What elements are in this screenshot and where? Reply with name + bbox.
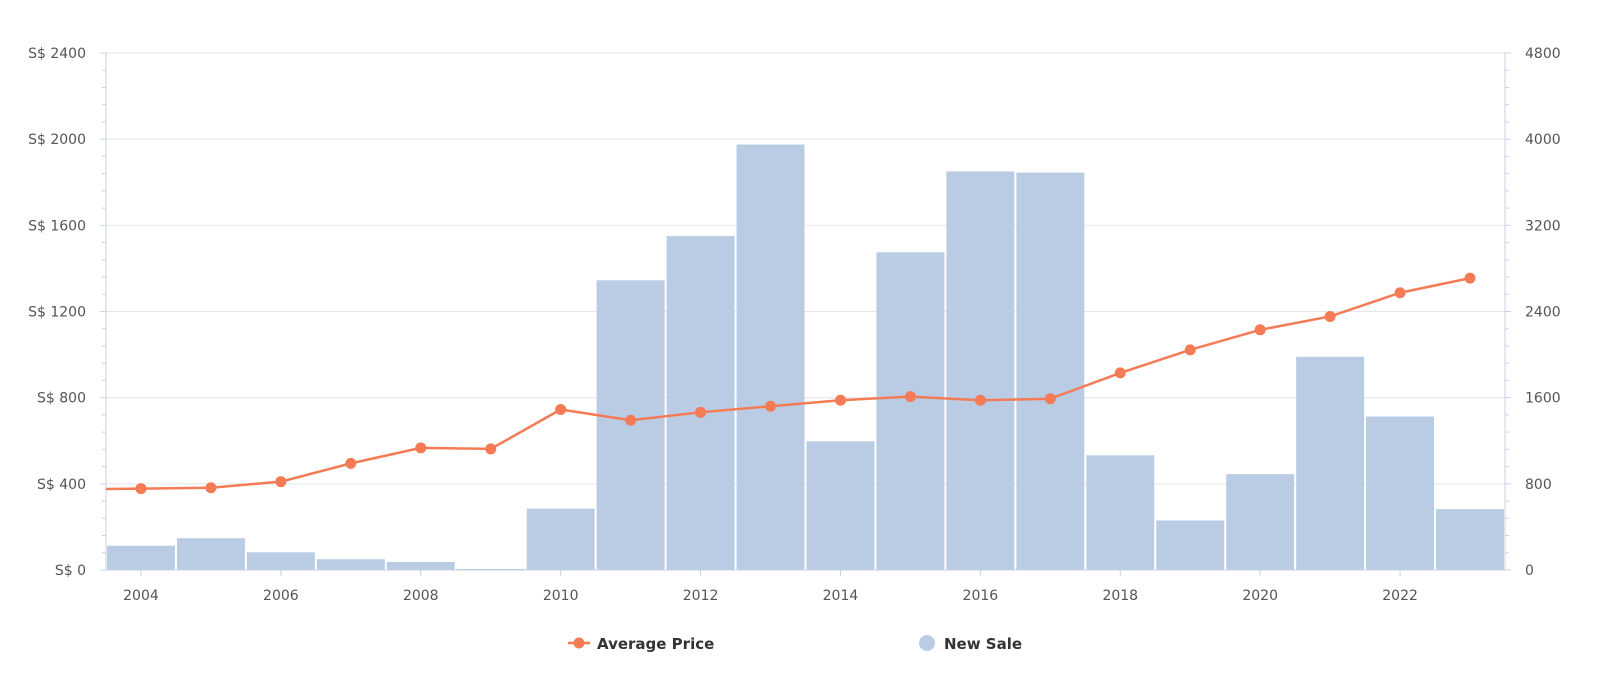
y-left-tick-label: S$ 2000 [28, 132, 86, 148]
bar-new-sale [176, 538, 245, 570]
y-left-tick-label: S$ 1200 [28, 305, 86, 321]
x-tick-label: 2012 [683, 588, 719, 604]
bar-new-sale [1366, 416, 1435, 570]
x-tick-label: 2022 [1382, 588, 1418, 604]
bar-new-sale [1086, 455, 1155, 570]
bar-new-sale [1016, 172, 1085, 570]
point-average-price [1324, 310, 1336, 322]
point-average-price [834, 394, 846, 406]
bar-new-sale [736, 144, 805, 571]
bar-new-sale [526, 508, 595, 570]
point-average-price [1184, 344, 1196, 356]
point-average-price [1254, 324, 1266, 336]
y-left-tick-label: S$ 2400 [28, 46, 86, 62]
point-average-price [555, 404, 567, 416]
bar-new-sale [246, 552, 315, 570]
x-tick-label: 2006 [263, 588, 299, 604]
legend-bar-marker [919, 635, 935, 651]
x-tick-label: 2018 [1102, 588, 1138, 604]
y-left-tick-label: S$ 0 [55, 563, 86, 579]
grid-layer [106, 52, 1505, 485]
x-tick-label: 2020 [1242, 588, 1278, 604]
legend-layer: Average Price New Sale [568, 635, 1022, 653]
bar-new-sale [316, 559, 385, 570]
point-average-price [205, 482, 217, 494]
y-right-tick-label: 800 [1525, 477, 1552, 493]
x-tick-label: 2004 [123, 588, 159, 604]
x-tick-label: 2014 [823, 588, 859, 604]
bar-new-sale [1296, 356, 1365, 570]
axis-layer [100, 52, 1511, 576]
legend-label-average-price: Average Price [597, 635, 714, 653]
point-average-price [974, 394, 986, 406]
label-layer: S$ 0 0 S$ 400 800 S$ 800 1600 S$ 1200 2400 S$ 16… [28, 46, 1561, 604]
y-right-tick-label: 2400 [1525, 305, 1561, 321]
point-average-price [1394, 287, 1406, 299]
bar-new-sale [666, 236, 735, 570]
bar-new-sale [806, 441, 875, 570]
point-average-price [135, 483, 147, 495]
bar-new-sale [1226, 474, 1295, 570]
point-average-price [625, 414, 637, 426]
y-right-tick-label: 4000 [1525, 132, 1561, 148]
y-right-tick-label: 4800 [1525, 46, 1561, 62]
legend-line-marker [573, 637, 585, 649]
y-right-tick-label: 3200 [1525, 218, 1561, 234]
bar-new-sale [107, 545, 175, 570]
bar-new-sale [1436, 509, 1504, 570]
bar-layer [107, 144, 1504, 571]
point-average-price [1114, 367, 1126, 379]
point-average-price [415, 442, 427, 454]
x-tick-label: 2010 [543, 588, 579, 604]
bar-new-sale [456, 568, 525, 570]
bar-new-sale [386, 561, 455, 570]
x-tick-label: 2008 [403, 588, 439, 604]
point-average-price [485, 443, 497, 455]
y-left-tick-label: S$ 400 [37, 477, 86, 493]
y-right-tick-label: 0 [1525, 563, 1534, 579]
bar-new-sale [946, 171, 1015, 570]
legend-label-new-sale: New Sale [944, 635, 1022, 653]
bar-new-sale [1156, 520, 1225, 570]
y-right-tick-label: 1600 [1525, 391, 1561, 407]
point-average-price [904, 391, 916, 403]
bar-new-sale [876, 252, 945, 570]
point-average-price [1464, 272, 1476, 284]
point-average-price [345, 457, 357, 469]
point-average-price [275, 476, 287, 488]
point-average-price [1044, 393, 1056, 405]
line-layer [105, 272, 1476, 495]
y-left-tick-label: S$ 800 [37, 391, 86, 407]
point-average-price [765, 400, 777, 412]
y-left-tick-label: S$ 1600 [28, 218, 86, 234]
point-average-price [695, 406, 707, 418]
x-tick-label: 2016 [963, 588, 999, 604]
